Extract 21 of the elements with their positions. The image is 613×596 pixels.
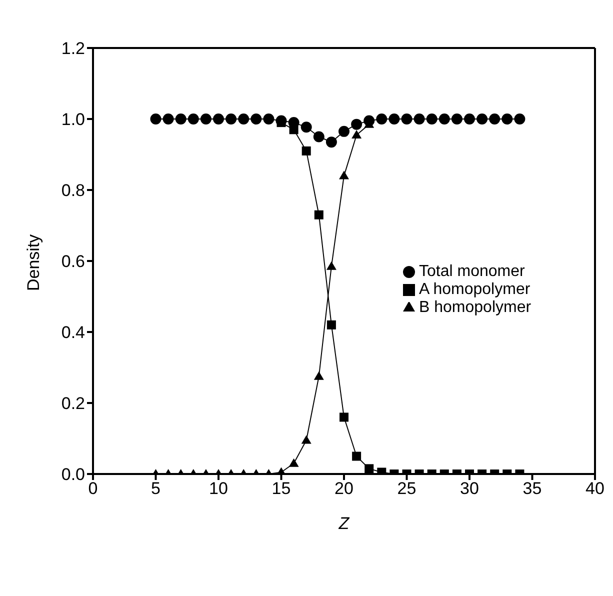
y-tick-label: 0.4 <box>61 323 85 342</box>
y-tick-label: 1.2 <box>61 39 85 58</box>
x-tick-label: 10 <box>209 479 228 498</box>
x-tick-label: 25 <box>397 479 416 498</box>
y-tick-label: 0.2 <box>61 394 85 414</box>
y-axis-title: Density <box>24 234 44 291</box>
x-tick-label: 40 <box>586 479 604 498</box>
x-tick-label: 35 <box>522 479 542 498</box>
x-tick-label: 20 <box>334 479 354 498</box>
x-tick-label: 15 <box>272 479 291 498</box>
x-tick-label: 0 <box>88 479 98 498</box>
y-tick-label: 1.0 <box>61 110 85 130</box>
legend-label: Total monomer <box>419 263 525 280</box>
y-tick-label: 0.6 <box>61 252 85 272</box>
x-axis-title: Z <box>338 514 350 533</box>
y-tick-label: 0.0 <box>61 465 85 484</box>
legend-label: A homopolymer <box>419 281 530 298</box>
x-tick-label: 5 <box>151 479 160 498</box>
y-tick-label: 0.8 <box>61 181 85 200</box>
legend-label: B homopolymer <box>419 299 532 316</box>
x-tick-label: 30 <box>460 479 479 498</box>
